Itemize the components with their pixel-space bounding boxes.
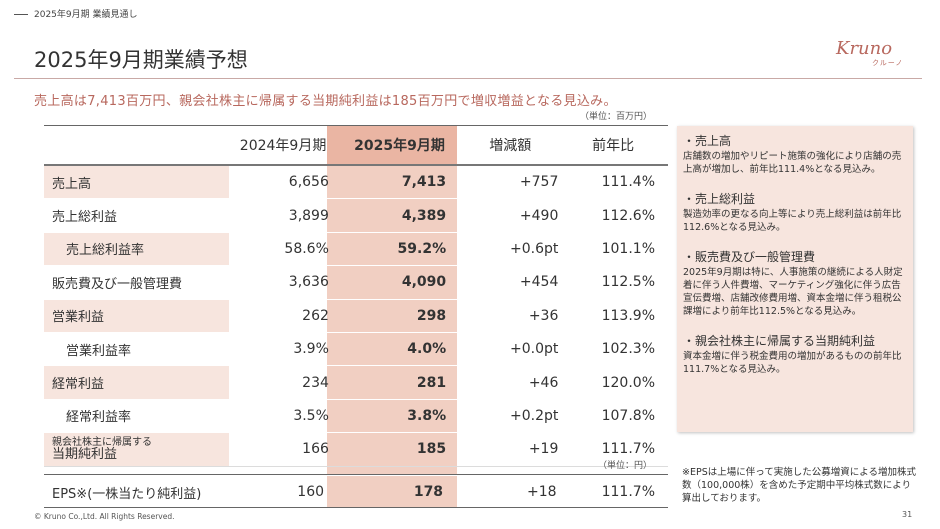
cell-curr: 4,090 bbox=[336, 265, 463, 300]
table-row: 経常利益 234 281 +46 120.0% bbox=[44, 365, 668, 400]
eps-footnote: ※EPSは上場に伴って実施した公募増資による増加株式数（100,000株）を含め… bbox=[682, 467, 916, 504]
note-body: 資本金増に伴う税金費用の増加があるものの前年比111.7%となる見込み。 bbox=[683, 351, 902, 375]
cell-prev: 262 bbox=[229, 298, 337, 333]
cell-yoy: 111.7% bbox=[558, 432, 668, 467]
note-sales: ・売上高 店舗数の増加やリピート施策の強化により店舗の売上高が増加し、前年比11… bbox=[677, 126, 913, 176]
cell-prev: 58.6% bbox=[229, 231, 337, 266]
table-row: 売上高 6,656 7,413 +757 111.4% bbox=[44, 164, 668, 199]
table-header-row: 2024年9月期 2025年9月期 増減額 前年比 bbox=[44, 126, 668, 165]
cell-yoy: 112.5% bbox=[558, 265, 668, 300]
header-prev: 2024年9月期 bbox=[239, 138, 327, 154]
cell-curr: 4,389 bbox=[336, 198, 463, 233]
header-diff: 増減額 bbox=[489, 138, 532, 154]
cell-curr: 59.2% bbox=[336, 231, 463, 266]
unit-label: （単位：百万円） bbox=[580, 112, 653, 122]
company-logo: Kruno クルーノ bbox=[836, 38, 916, 70]
note-net-income: ・親会社株主に帰属する当期純利益 資本金増に伴う税金費用の増加があるものの前年比… bbox=[677, 318, 913, 376]
cell-diff: +36 bbox=[462, 298, 559, 333]
cell-prev: 234 bbox=[229, 365, 337, 400]
cell-yoy: 120.0% bbox=[558, 365, 668, 400]
cell-curr: 7,413 bbox=[336, 164, 463, 199]
cell-prev: 166 bbox=[229, 432, 337, 467]
cell-diff: +0.6pt bbox=[462, 231, 559, 266]
row-label: 親会社株主に帰属する 当期純利益 bbox=[44, 432, 230, 467]
cell-diff: +454 bbox=[462, 265, 559, 300]
header-rule bbox=[14, 14, 28, 15]
row-label: 営業利益率 bbox=[44, 331, 230, 366]
cell-curr: 281 bbox=[336, 365, 463, 400]
row-label: 営業利益 bbox=[44, 298, 230, 333]
header-yoy: 前年比 bbox=[592, 138, 635, 154]
cell-yoy: 113.9% bbox=[558, 298, 668, 333]
eps-table: EPS※(一株当たり純利益) 160 178 +18 111.7% bbox=[44, 475, 668, 509]
page-title: 2025年9月期業績予想 bbox=[34, 48, 248, 72]
note-body: 店舗数の増加やリピート施策の強化により店舗の売上高が増加し、前年比111.4%と… bbox=[683, 151, 902, 175]
cell-curr: 185 bbox=[336, 432, 463, 467]
note-sga: ・販売費及び一般管理費 2025年9月期は特に、人事施策の継続による人財定着に伴… bbox=[677, 234, 913, 318]
cell-yoy: 111.4% bbox=[558, 164, 668, 199]
table-row: 売上総利益 3,899 4,389 +490 112.6% bbox=[44, 198, 668, 233]
note-body: 製造効率の更なる向上等により売上総利益は前年比112.6%となる見込み。 bbox=[683, 209, 902, 233]
note-gross-profit: ・売上総利益 製造効率の更なる向上等により売上総利益は前年比112.6%となる見… bbox=[677, 176, 913, 234]
eps-yoy: 111.7% bbox=[556, 475, 668, 509]
page-number: 31 bbox=[902, 510, 913, 519]
logo-wordmark: Kruno bbox=[836, 38, 893, 59]
row-label-line2: 当期純利益 bbox=[52, 447, 118, 463]
eps-top-rule bbox=[44, 474, 668, 475]
eps-bottom-rule bbox=[44, 507, 668, 508]
logo-kana: クルーノ bbox=[872, 59, 904, 67]
cell-prev: 3.5% bbox=[229, 398, 337, 433]
row-label: 売上総利益 bbox=[44, 198, 230, 233]
row-label: 経常利益率 bbox=[44, 398, 230, 433]
cell-prev: 3,636 bbox=[229, 265, 337, 300]
row-label: 経常利益 bbox=[44, 365, 230, 400]
table-row: 営業利益 262 298 +36 113.9% bbox=[44, 298, 668, 333]
forecast-table: 2024年9月期 2025年9月期 増減額 前年比 売上高 6,656 7,41… bbox=[44, 126, 668, 467]
note-heading: ・親会社株主に帰属する当期純利益 bbox=[683, 334, 876, 348]
row-label: 売上総利益率 bbox=[44, 231, 230, 266]
eps-prev: 160 bbox=[222, 475, 333, 509]
row-label: 販売費及び一般管理費 bbox=[44, 265, 230, 300]
table-top-rule bbox=[44, 125, 668, 126]
note-heading: ・販売費及び一般管理費 bbox=[683, 250, 816, 264]
table-row: 営業利益率 3.9% 4.0% +0.0pt 102.3% bbox=[44, 331, 668, 366]
note-heading: ・売上高 bbox=[683, 134, 732, 148]
cell-prev: 3.9% bbox=[229, 331, 337, 366]
cell-diff: +757 bbox=[462, 164, 559, 199]
table-row: 親会社株主に帰属する 当期純利益 166 185 +19 111.7% bbox=[44, 432, 668, 467]
summary-text: 売上高は7,413百万円、親会社株主に帰属する当期純利益は185百万円で増収増益… bbox=[34, 94, 617, 109]
eps-diff: +18 bbox=[459, 475, 557, 509]
eps-row: EPS※(一株当たり純利益) 160 178 +18 111.7% bbox=[44, 475, 668, 509]
eps-label: EPS※(一株当たり純利益) bbox=[44, 475, 223, 509]
eps-unit-label: （単位：円） bbox=[598, 461, 653, 471]
copyright: © Kruno Co.,Ltd. All Rights Reserved. bbox=[34, 512, 175, 521]
table-row: 販売費及び一般管理費 3,636 4,090 +454 112.5% bbox=[44, 265, 668, 300]
forecast-header-highlight bbox=[327, 126, 457, 164]
cell-diff: +19 bbox=[462, 432, 559, 467]
cell-diff: +0.0pt bbox=[462, 331, 559, 366]
section-label: 2025年9月期 業績見通し bbox=[34, 10, 138, 20]
cell-prev: 3,899 bbox=[229, 198, 337, 233]
cell-yoy: 107.8% bbox=[558, 398, 668, 433]
table-row: 売上総利益率 58.6% 59.2% +0.6pt 101.1% bbox=[44, 231, 668, 266]
row-label-line1: 親会社株主に帰属する bbox=[52, 437, 152, 449]
cell-yoy: 102.3% bbox=[558, 331, 668, 366]
title-divider bbox=[14, 78, 922, 79]
note-heading: ・売上総利益 bbox=[683, 192, 756, 206]
note-body: 2025年9月期は特に、人事施策の継続による人財定着に伴う人件費増、マーケティン… bbox=[683, 267, 903, 317]
cell-diff: +0.2pt bbox=[462, 398, 559, 433]
header-curr: 2025年9月期 bbox=[354, 138, 445, 154]
eps-curr: 178 bbox=[332, 475, 460, 509]
commentary-panel: ・売上高 店舗数の増加やリピート施策の強化により店舗の売上高が増加し、前年比11… bbox=[677, 126, 913, 432]
cell-prev: 6,656 bbox=[229, 164, 337, 199]
cell-curr: 298 bbox=[336, 298, 463, 333]
cell-diff: +490 bbox=[462, 198, 559, 233]
cell-yoy: 101.1% bbox=[558, 231, 668, 266]
cell-yoy: 112.6% bbox=[558, 198, 668, 233]
cell-curr: 3.8% bbox=[336, 398, 463, 433]
row-label: 売上高 bbox=[44, 164, 230, 199]
cell-curr: 4.0% bbox=[336, 331, 463, 366]
table-row: 経常利益率 3.5% 3.8% +0.2pt 107.8% bbox=[44, 398, 668, 433]
cell-diff: +46 bbox=[462, 365, 559, 400]
